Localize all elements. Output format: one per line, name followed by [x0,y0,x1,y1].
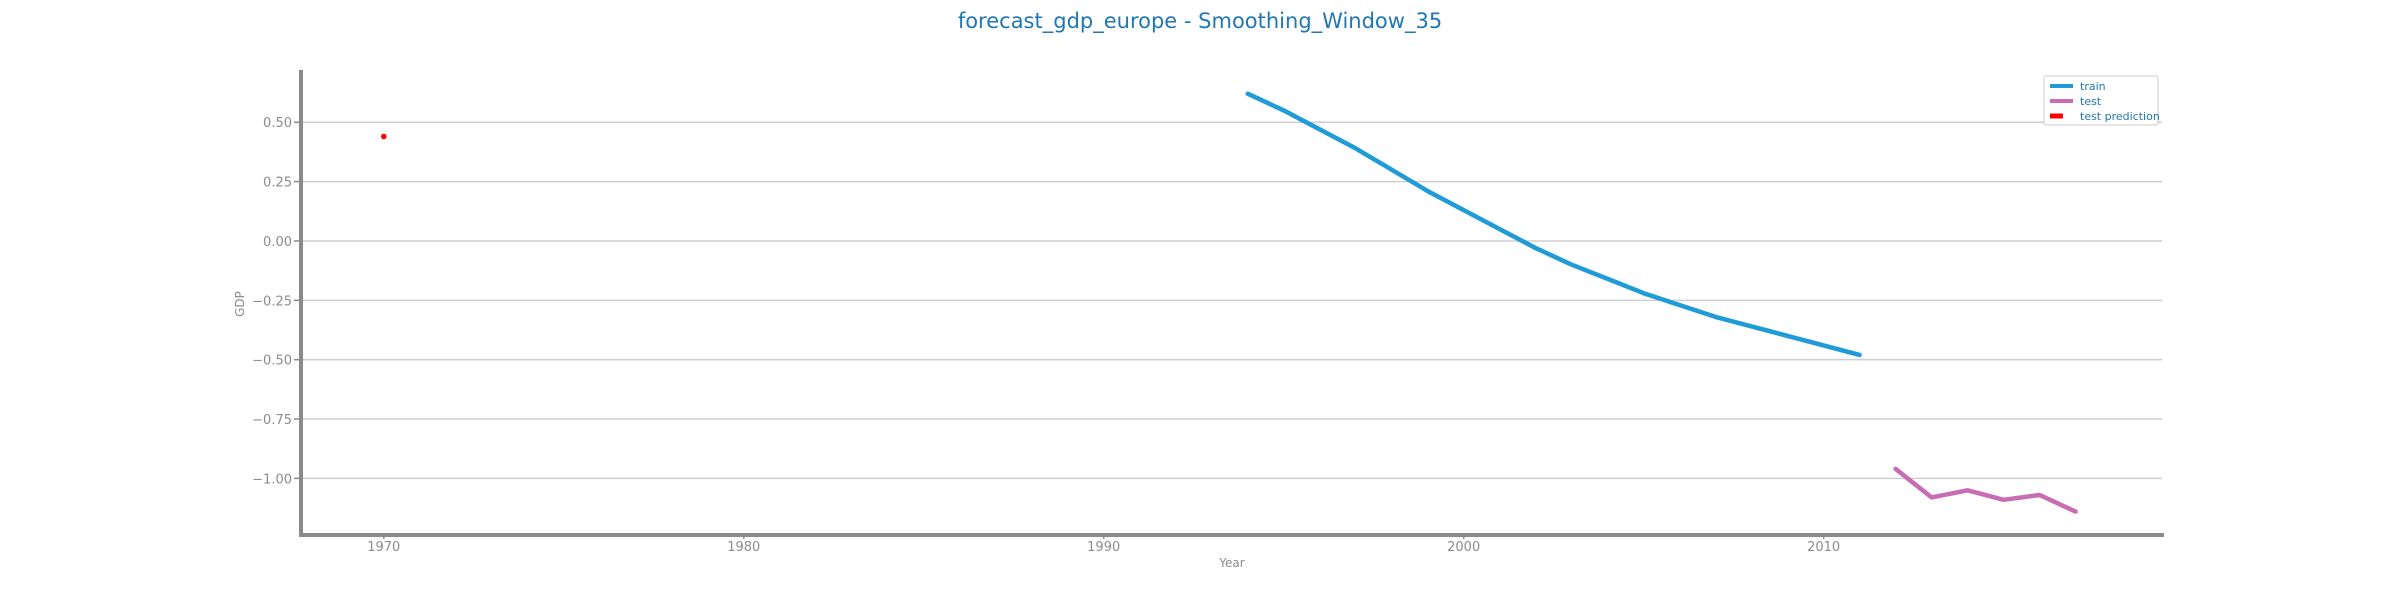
y-tick-label: 0.50 [263,116,292,131]
y-tick-label: 0.00 [263,235,292,250]
x-tick-label: 1970 [367,540,400,555]
x-axis-label: Year [1218,556,1244,570]
x-tick-label: 1990 [1087,540,1120,555]
y-tick-label: −0.25 [252,294,292,309]
grid-lines [301,121,2162,480]
y-tick-label: 0.25 [263,176,292,191]
legend-label-test: test [2080,95,2102,108]
x-axis-ticks: 1970 1980 1990 2000 2010 [367,533,1840,555]
y-axis-label: GDP [233,291,247,317]
legend-label-train: train [2080,80,2106,93]
series-line-train [1245,91,1862,358]
x-tick-label: 2010 [1807,540,1840,555]
legend: train test test prediction [2043,75,2160,126]
y-tick-label: −0.75 [252,413,292,428]
y-axis-ticks: 0.50 0.25 0.00 −0.25 −0.50 −0.75 −1.00 [252,116,301,487]
x-tick-label: 1980 [727,540,760,555]
y-tick-label: −1.00 [252,472,292,487]
series-line-test [1893,466,2078,514]
series-point-test-prediction [380,133,387,140]
y-tick-label: −0.50 [252,354,292,369]
series-layer [380,91,2078,514]
chart-title: forecast_gdp_europe - Smoothing_Window_3… [958,9,1442,34]
x-tick-label: 2000 [1447,540,1480,555]
legend-box [2043,75,2159,126]
legend-label-test-prediction: test prediction [2080,110,2160,123]
